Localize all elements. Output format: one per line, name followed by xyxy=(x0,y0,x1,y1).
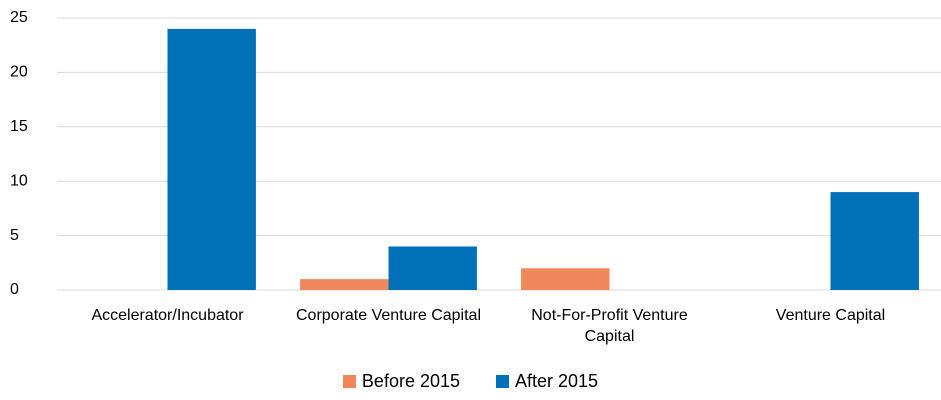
y-tick-label: 25 xyxy=(10,9,28,26)
bar xyxy=(521,268,610,290)
x-tick-label: Venture Capital xyxy=(775,307,886,324)
legend: Before 2015 After 2015 xyxy=(0,371,941,392)
legend-item: Before 2015 xyxy=(342,371,460,392)
y-tick-label: 20 xyxy=(10,64,28,81)
bar xyxy=(388,246,477,290)
bar xyxy=(300,279,389,290)
x-tick-label: Not-For-Profit Venture Capital xyxy=(531,307,688,345)
x-tick-label: Accelerator/Incubator xyxy=(91,307,244,324)
legend-label: Before 2015 xyxy=(361,371,460,391)
bar xyxy=(167,28,256,290)
bar xyxy=(830,192,919,290)
y-tick-label: 0 xyxy=(10,281,19,298)
legend-swatch xyxy=(496,375,509,388)
y-tick-label: 15 xyxy=(10,118,28,135)
legend-swatch xyxy=(342,375,356,388)
y-tick-label: 10 xyxy=(10,172,28,189)
legend-label: After 2015 xyxy=(515,371,599,391)
y-tick-label: 5 xyxy=(10,227,19,244)
legend-item: After 2015 xyxy=(496,371,598,392)
x-tick-label: Corporate Venture Capital xyxy=(296,307,481,324)
